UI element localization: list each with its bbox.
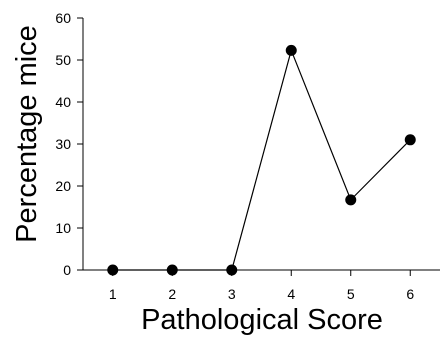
data-point [226,264,238,276]
y-tick-label: 20 [55,178,71,194]
data-point [345,194,357,206]
y-tick-label: 0 [63,262,71,278]
y-tick-label: 50 [55,52,71,68]
x-tick-label: 6 [406,286,414,302]
data-point [107,264,119,276]
y-axis-title: Percentage mice [11,25,43,243]
x-axis-title: Pathological Score [141,304,383,336]
data-point [166,264,178,276]
y-tick-label: 60 [55,10,71,26]
x-tick-label: 4 [287,286,295,302]
series-line [112,48,411,271]
axes [82,18,440,271]
data-point [285,44,297,56]
x-tick-label: 1 [109,286,117,302]
x-tick-label: 3 [228,286,236,302]
data-point [404,134,416,146]
x-tick-label: 2 [168,286,176,302]
y-tick-label: 40 [55,94,71,110]
y-tick-label: 10 [55,220,71,236]
plot-area [107,44,416,276]
y-tick-label: 30 [55,136,71,152]
x-tick-label: 5 [347,286,355,302]
